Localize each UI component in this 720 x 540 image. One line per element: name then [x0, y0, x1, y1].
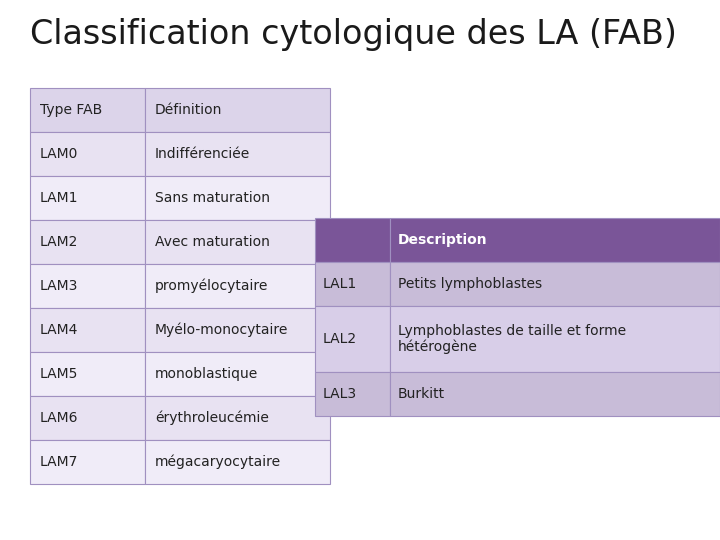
Text: Petits lymphoblastes: Petits lymphoblastes — [398, 277, 542, 291]
Bar — [390, 262, 720, 306]
Bar — [145, 352, 330, 396]
Text: LAL2: LAL2 — [323, 332, 357, 346]
Text: Type FAB: Type FAB — [40, 103, 102, 117]
Bar — [390, 372, 720, 416]
Text: LAM0: LAM0 — [40, 147, 78, 161]
Text: Sans maturation: Sans maturation — [155, 191, 270, 205]
Bar — [145, 132, 330, 176]
Text: Définition: Définition — [155, 103, 222, 117]
Text: LAL1: LAL1 — [323, 277, 357, 291]
Bar — [315, 372, 390, 416]
Text: Avec maturation: Avec maturation — [155, 235, 270, 249]
Bar — [145, 220, 330, 264]
Bar — [315, 306, 390, 372]
Bar — [30, 440, 145, 484]
Bar — [390, 218, 720, 262]
Bar — [145, 396, 330, 440]
Text: Myélo-monocytaire: Myélo-monocytaire — [155, 323, 289, 338]
Text: Burkitt: Burkitt — [398, 387, 445, 401]
Bar — [145, 264, 330, 308]
Bar — [145, 88, 330, 132]
Text: LAM7: LAM7 — [40, 455, 78, 469]
Bar — [30, 220, 145, 264]
Bar — [315, 262, 390, 306]
Text: LAM5: LAM5 — [40, 367, 78, 381]
Bar — [30, 396, 145, 440]
Bar — [145, 440, 330, 484]
Text: Lymphoblastes de taille et forme
hétérogène: Lymphoblastes de taille et forme hétérog… — [398, 323, 626, 354]
Bar — [30, 352, 145, 396]
Bar — [30, 264, 145, 308]
Text: LAM4: LAM4 — [40, 323, 78, 337]
Text: mégacaryocytaire: mégacaryocytaire — [155, 455, 281, 469]
Bar — [30, 176, 145, 220]
Text: LAM3: LAM3 — [40, 279, 78, 293]
Text: promyélocytaire: promyélocytaire — [155, 279, 269, 293]
Bar — [30, 308, 145, 352]
Text: LAM6: LAM6 — [40, 411, 78, 425]
Text: LAL3: LAL3 — [323, 387, 357, 401]
Bar — [390, 306, 720, 372]
Text: LAM1: LAM1 — [40, 191, 78, 205]
Text: Classification cytologique des LA (FAB): Classification cytologique des LA (FAB) — [30, 18, 677, 51]
Text: Description: Description — [398, 233, 487, 247]
Bar — [145, 176, 330, 220]
Text: Indifférenciée: Indifférenciée — [155, 147, 251, 161]
Text: érythroleucémie: érythroleucémie — [155, 411, 269, 426]
Text: monoblastique: monoblastique — [155, 367, 258, 381]
Bar — [145, 308, 330, 352]
Bar — [30, 88, 145, 132]
Bar — [315, 218, 390, 262]
Bar — [30, 132, 145, 176]
Text: LAM2: LAM2 — [40, 235, 78, 249]
